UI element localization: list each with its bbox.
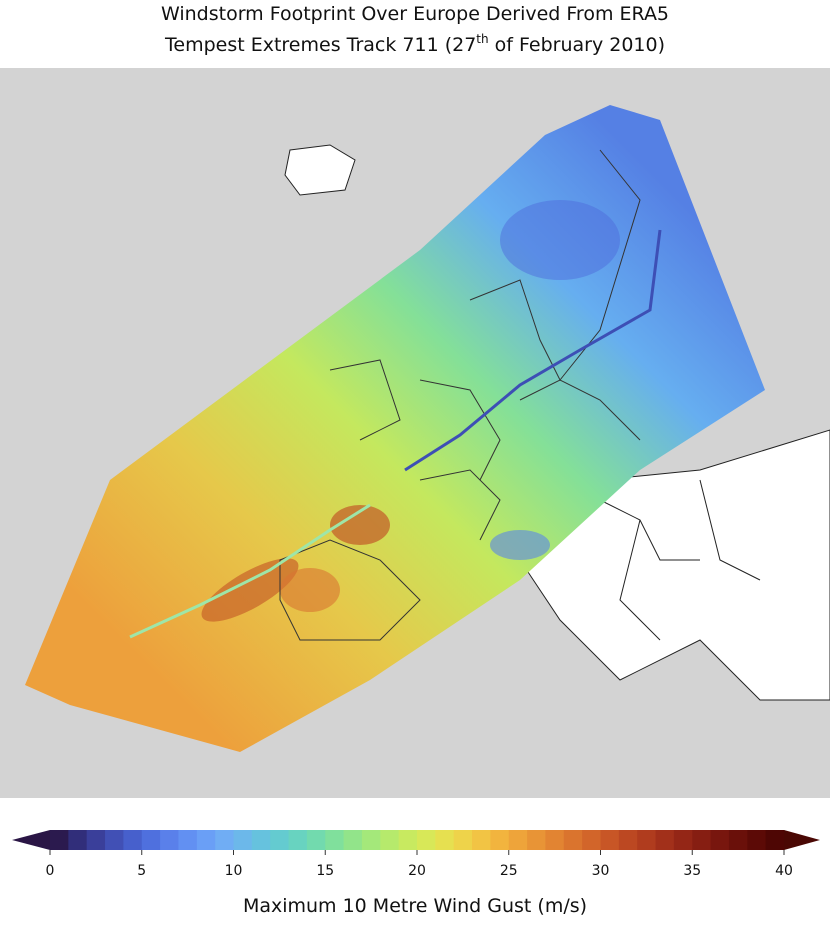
colorbar-segment <box>178 830 198 850</box>
tick-label: 0 <box>46 863 55 879</box>
title-sup: th <box>476 32 488 46</box>
gust-low <box>500 200 620 280</box>
colorbar-segment <box>86 830 106 850</box>
colorbar-segment <box>417 830 436 850</box>
gust-maximum <box>330 505 390 545</box>
colorbar-segment <box>398 830 418 850</box>
colorbar-segment <box>270 830 290 850</box>
colorbar-segment <box>728 830 748 850</box>
colorbar-segment <box>618 830 638 850</box>
tick-label: 20 <box>408 863 426 879</box>
iceland <box>284 144 356 196</box>
tick-label: 15 <box>316 863 334 879</box>
tick-label: 25 <box>500 863 518 879</box>
colorbar-segment <box>196 830 216 850</box>
colorbar-segment <box>251 830 271 850</box>
colorbar-segment <box>141 830 161 850</box>
gust-low <box>490 530 550 560</box>
tick-label: 30 <box>592 863 610 879</box>
colorbar-segment <box>68 830 88 850</box>
borders <box>599 479 761 641</box>
colorbar-segment <box>105 830 124 850</box>
colorbar-segment <box>508 830 528 850</box>
colorbar-segment <box>288 830 308 850</box>
colorbar-under <box>12 830 50 850</box>
colorbar-segment <box>472 830 491 850</box>
colorbar-segment <box>361 830 381 850</box>
colorbar-label: Maximum 10 Metre Wind Gust (m/s) <box>243 895 587 917</box>
colorbar-segment <box>765 830 785 850</box>
colorbar-segment <box>490 830 510 850</box>
gust-high <box>280 568 340 612</box>
colorbar-segment <box>655 830 675 850</box>
title-part: Tempest Extremes Track 711 (27 <box>164 34 476 56</box>
tick-label: 5 <box>137 863 146 879</box>
tick-label: 40 <box>775 863 793 879</box>
colorbar-segment <box>747 830 767 850</box>
colorbar-over <box>784 830 820 850</box>
colorbar-segment <box>435 830 455 850</box>
colorbar-segment <box>545 830 565 850</box>
colorbar-segment <box>527 830 546 850</box>
tick-label: 10 <box>225 863 243 879</box>
colorbar-segment <box>123 830 143 850</box>
track <box>129 503 371 639</box>
colorbar-segment <box>600 830 620 850</box>
colorbar-segment <box>215 830 234 850</box>
colorbar-segment <box>160 830 179 850</box>
colorbar-segment <box>710 830 730 850</box>
colorbar-segment <box>306 830 326 850</box>
gust-maximum <box>201 558 299 622</box>
colorbar: 0 5 10 15 20 25 30 35 40 <box>12 830 820 879</box>
colorbar-segment <box>233 830 253 850</box>
colorbar-segment <box>325 830 345 850</box>
colorbar-segment <box>637 830 657 850</box>
track <box>404 229 662 472</box>
colorbar-segment <box>50 830 69 850</box>
title-line: Windstorm Footprint Over Europe Derived … <box>161 3 669 25</box>
colorbar-segment <box>453 830 473 850</box>
colorbar-segment <box>343 830 363 850</box>
tick-label: 35 <box>683 863 701 879</box>
colorbar-segment <box>563 830 583 850</box>
colorbar-segment <box>380 830 400 850</box>
map <box>0 68 830 798</box>
title-line: Tempest Extremes Track 711 (27th of Febr… <box>164 32 665 56</box>
title-part: of February 2010) <box>489 34 665 56</box>
colorbar-segment <box>582 830 601 850</box>
colorbar-segment <box>692 830 712 850</box>
colorbar-segment <box>673 830 693 850</box>
